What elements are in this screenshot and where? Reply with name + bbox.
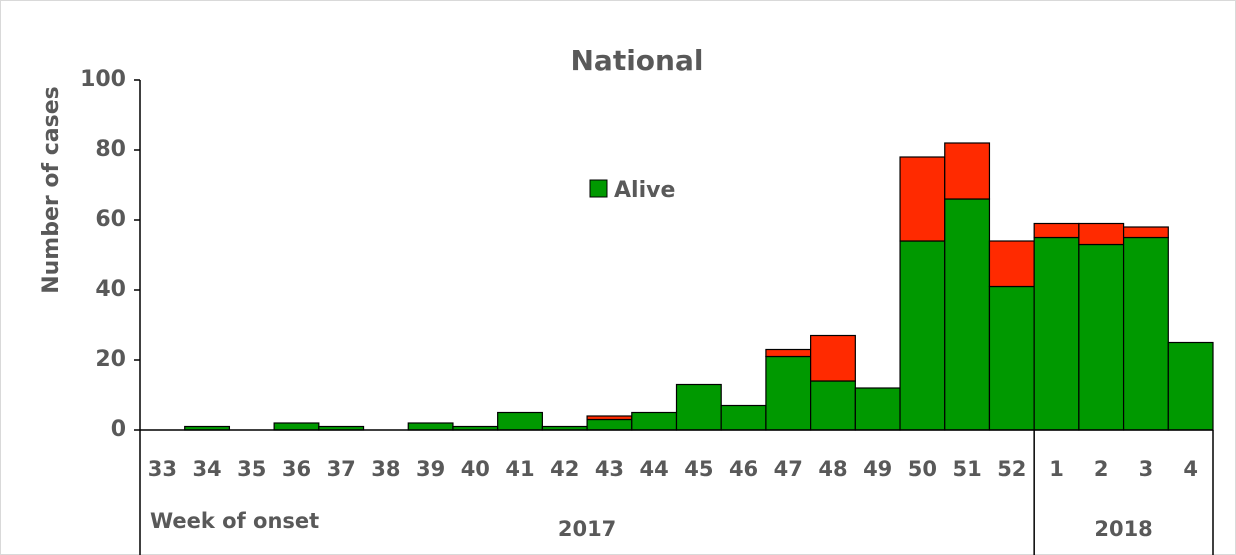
x-tick-label: 33 xyxy=(148,457,177,481)
bar-segment xyxy=(988,240,1035,288)
x-tick-label: 50 xyxy=(908,457,937,481)
x-tick-label: 2 xyxy=(1094,457,1109,481)
chart-title: National xyxy=(571,44,704,77)
bar-segment xyxy=(944,142,991,200)
x-axis-label: Week of onset xyxy=(150,509,319,533)
bar-segment xyxy=(899,240,946,431)
y-tick-label: 20 xyxy=(95,347,126,372)
x-tick-label: 34 xyxy=(192,457,221,481)
y-tick-label: 80 xyxy=(95,137,126,162)
bar-segment xyxy=(1167,341,1214,431)
x-tick-label: 1 xyxy=(1049,457,1064,481)
x-tick-label: 45 xyxy=(684,457,713,481)
legend-swatch xyxy=(589,179,608,198)
bar-segment xyxy=(765,348,812,358)
y-axis-label: Number of cases xyxy=(39,86,64,294)
x-tick-label: 36 xyxy=(282,457,311,481)
group-label: 2018 xyxy=(1094,517,1152,541)
y-tick-label: 40 xyxy=(95,277,126,302)
bar-segment xyxy=(675,383,722,431)
x-tick-label: 3 xyxy=(1139,457,1154,481)
bar-segment xyxy=(586,418,633,431)
bar-segment xyxy=(988,285,1035,431)
bar-segment xyxy=(497,411,543,431)
y-tick-label: 0 xyxy=(111,417,126,442)
x-tick-label: 52 xyxy=(997,457,1026,481)
bar-segment xyxy=(1078,222,1125,246)
bar-segment xyxy=(1078,243,1125,431)
x-tick-label: 40 xyxy=(461,457,490,481)
bar-segment xyxy=(586,415,633,421)
y-tick-label: 60 xyxy=(95,207,126,232)
bar-segment xyxy=(407,422,454,431)
bar-segment xyxy=(1122,236,1169,431)
x-tick-label: 39 xyxy=(416,457,445,481)
bar-segment xyxy=(944,198,991,431)
x-tick-label: 43 xyxy=(595,457,624,481)
bar-segment xyxy=(1033,222,1080,239)
bar-segment xyxy=(1122,226,1169,239)
bar-segment xyxy=(854,387,901,431)
x-tick-label: 35 xyxy=(237,457,266,481)
x-tick-label: 46 xyxy=(729,457,758,481)
x-tick-label: 48 xyxy=(818,457,847,481)
y-tick-label: 100 xyxy=(80,67,126,92)
x-tick-label: 38 xyxy=(371,457,400,481)
bar-segment xyxy=(765,355,812,431)
bar-segment xyxy=(1033,236,1080,431)
legend-label: Alive xyxy=(614,178,675,203)
x-tick-label: 51 xyxy=(952,457,981,481)
bar-segment xyxy=(273,422,320,431)
x-tick-label: 42 xyxy=(550,457,579,481)
x-tick-label: 37 xyxy=(327,457,356,481)
bar-segment xyxy=(899,156,946,242)
x-tick-label: 47 xyxy=(774,457,803,481)
x-tick-label: 49 xyxy=(863,457,892,481)
bar-segment xyxy=(810,380,856,431)
x-tick-label: 44 xyxy=(640,457,669,481)
x-tick-label: 41 xyxy=(505,457,534,481)
bar-segment xyxy=(720,404,767,431)
group-label: 2017 xyxy=(558,517,616,541)
x-tick-label: 4 xyxy=(1183,457,1198,481)
bar-segment xyxy=(810,334,856,382)
bar-segment xyxy=(631,411,678,431)
